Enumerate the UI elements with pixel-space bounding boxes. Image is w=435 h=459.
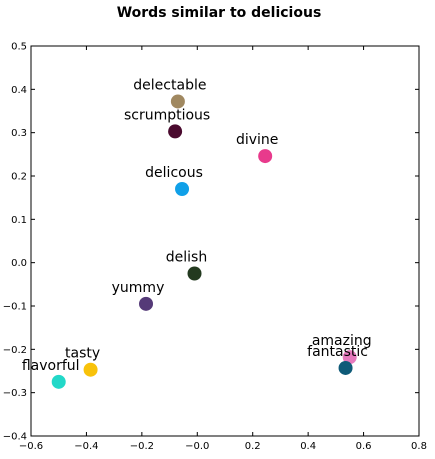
data-labels: delectable scrumptious divine delicous delis… bbox=[22, 77, 372, 373]
data-point-label: divine bbox=[236, 132, 278, 148]
x-tick-label: −0.6 bbox=[19, 441, 43, 452]
data-point bbox=[51, 374, 66, 389]
x-tick-label: −0.2 bbox=[130, 441, 154, 452]
data-point bbox=[175, 182, 190, 196]
data-point bbox=[170, 94, 185, 109]
x-tick-label: 0.8 bbox=[411, 441, 427, 452]
data-point-label: fantastic bbox=[307, 344, 368, 360]
chart-title: Words similar to delicious bbox=[117, 5, 322, 21]
data-points bbox=[51, 94, 357, 389]
x-tick-label: 0.6 bbox=[356, 441, 372, 452]
x-tick-label: 0.2 bbox=[245, 441, 261, 452]
data-point bbox=[342, 350, 357, 365]
y-tick-label: 0.3 bbox=[11, 128, 27, 139]
y-tick-label: −0.2 bbox=[3, 345, 27, 356]
y-axis: −0.4 −0.3 −0.2 −0.1 0.0 0.1 0.2 0.3 0.4 0.5 bbox=[3, 42, 419, 443]
y-tick-label: 0.4 bbox=[11, 85, 27, 96]
y-tick-label: 0.2 bbox=[11, 172, 27, 183]
data-point-label: tasty bbox=[65, 346, 100, 362]
y-tick-label: −0.4 bbox=[3, 432, 27, 443]
y-tick-label: −0.3 bbox=[3, 388, 27, 399]
data-point bbox=[338, 360, 353, 375]
data-point bbox=[139, 296, 154, 311]
data-point-label: flavorful bbox=[22, 358, 80, 374]
data-point-label: delish bbox=[166, 250, 207, 266]
x-tick-label: 0.4 bbox=[300, 441, 316, 452]
x-tick-label: −0.0 bbox=[185, 441, 209, 452]
data-point bbox=[258, 149, 273, 164]
data-point-label: delectable bbox=[133, 77, 206, 93]
x-tick-label: −0.4 bbox=[74, 441, 98, 452]
data-point-label: yummy bbox=[112, 280, 165, 296]
x-axis: −0.6 −0.4 −0.2 −0.0 0.2 0.4 0.6 0.8 bbox=[19, 46, 427, 452]
data-point-label: amazing bbox=[312, 333, 372, 349]
data-point-label: delicous bbox=[145, 165, 203, 181]
data-point bbox=[168, 124, 183, 139]
data-point bbox=[83, 362, 98, 377]
y-tick-label: 0.0 bbox=[11, 258, 27, 269]
data-point bbox=[187, 266, 202, 281]
y-tick-label: −0.1 bbox=[3, 302, 27, 313]
y-tick-label: 0.5 bbox=[11, 42, 27, 53]
data-point-label: scrumptious bbox=[124, 107, 210, 123]
plot-area bbox=[30, 45, 420, 437]
y-tick-label: 0.1 bbox=[11, 215, 27, 226]
